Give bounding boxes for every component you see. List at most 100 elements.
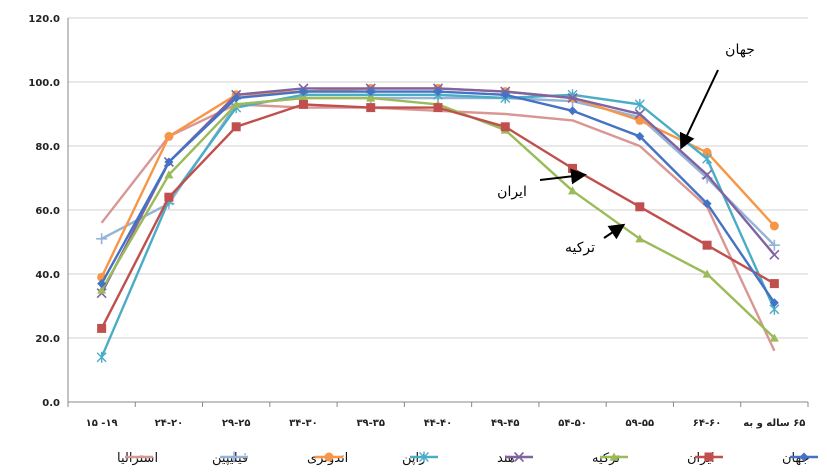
legend-item: استرالیا bbox=[117, 451, 158, 466]
legend-label: فیلیپین bbox=[212, 451, 248, 466]
data-point bbox=[96, 233, 108, 245]
x-tick-label: ۵۴-۵۰ bbox=[558, 418, 587, 429]
data-point bbox=[500, 122, 510, 132]
data-point bbox=[366, 93, 376, 102]
x-tick-label: ۲۴-۲۰ bbox=[155, 418, 184, 429]
data-point bbox=[609, 452, 619, 461]
grid bbox=[68, 17, 808, 339]
annotation-label: ایران bbox=[497, 184, 527, 200]
x-tick-label: ۴۴-۴۰ bbox=[424, 418, 453, 429]
data-point bbox=[228, 451, 240, 463]
legend-label: ژاپن bbox=[402, 451, 425, 466]
annotation-label: ترکیه bbox=[565, 240, 595, 256]
data-point bbox=[231, 93, 241, 103]
data-point bbox=[634, 98, 645, 110]
y-tick-label: 60.0 bbox=[35, 206, 60, 217]
data-point bbox=[231, 122, 241, 132]
data-point bbox=[634, 108, 645, 120]
legend-label: هند bbox=[497, 451, 515, 466]
data-point bbox=[635, 202, 645, 212]
x-tick-label: ۶۴-۶۰ bbox=[693, 418, 722, 429]
y-tick-label: 120.0 bbox=[28, 14, 60, 25]
data-point bbox=[769, 333, 779, 342]
x-tick-label: ۴۹-۴۵ bbox=[491, 418, 520, 429]
legend-label: استرالیا bbox=[117, 451, 158, 466]
data-point bbox=[702, 147, 712, 157]
data-point bbox=[704, 452, 714, 462]
data-point bbox=[568, 106, 578, 116]
series-اندونزی bbox=[97, 83, 779, 282]
data-point bbox=[568, 186, 578, 195]
x-tick-label: ۱۹- ۱۵ bbox=[86, 418, 118, 429]
y-tick-label: 80.0 bbox=[35, 142, 60, 153]
data-point bbox=[513, 451, 525, 463]
series-جهان bbox=[97, 87, 779, 308]
annotation-arrow bbox=[603, 223, 626, 240]
data-point bbox=[298, 99, 308, 109]
data-point bbox=[164, 192, 174, 202]
y-tick-label: 20.0 bbox=[35, 334, 60, 345]
data-point bbox=[164, 157, 174, 167]
data-point bbox=[97, 323, 107, 333]
data-point bbox=[635, 115, 645, 125]
series-line bbox=[100, 90, 776, 304]
data-point bbox=[324, 452, 334, 462]
series-line bbox=[100, 96, 776, 339]
series-استرالیا bbox=[100, 103, 776, 352]
x-tick-label: ۶۵ ساله و به bbox=[743, 418, 805, 429]
legend-item: جهان bbox=[782, 451, 818, 466]
axes: 0.0 20.0 40.0 60.0 80.0 100.0 120.0 ۱۹- ۱۵ ۲۴-۲۰… bbox=[28, 14, 809, 429]
x-tick-label: ۲۹-۲۵ bbox=[222, 418, 251, 429]
data-point bbox=[702, 169, 713, 180]
x-tick-label: ۵۹-۵۵ bbox=[626, 418, 655, 429]
series-line bbox=[100, 87, 776, 278]
data-point bbox=[97, 279, 107, 289]
y-tick-label: 40.0 bbox=[35, 270, 60, 281]
data-point bbox=[702, 269, 712, 278]
data-point bbox=[769, 221, 779, 231]
annotation-arrow bbox=[679, 69, 719, 150]
data-point bbox=[433, 103, 443, 113]
series-ایران bbox=[97, 99, 779, 333]
data-point bbox=[500, 90, 510, 100]
data-point bbox=[769, 298, 779, 308]
data-point bbox=[298, 93, 308, 102]
data-point bbox=[769, 249, 780, 260]
y-tick-label: 100.0 bbox=[28, 78, 60, 89]
series-هند bbox=[96, 83, 780, 299]
legend-item: ژاپن bbox=[402, 451, 438, 466]
data-point bbox=[702, 199, 712, 209]
y-tick-label: 0.0 bbox=[42, 398, 60, 409]
data-point bbox=[419, 451, 429, 463]
data-point bbox=[433, 87, 443, 97]
legend-item: ترکیه bbox=[592, 451, 628, 466]
legend-item: ایران bbox=[687, 451, 723, 466]
data-point bbox=[702, 240, 712, 250]
data-point bbox=[635, 234, 645, 243]
data-point bbox=[231, 99, 241, 108]
data-point bbox=[635, 131, 645, 141]
data-point bbox=[799, 452, 809, 462]
annotation-label: جهان bbox=[725, 42, 755, 58]
data-point bbox=[567, 92, 578, 104]
legend-item: اندونزی bbox=[307, 451, 348, 466]
data-point bbox=[769, 279, 779, 289]
data-point bbox=[366, 103, 376, 113]
data-point bbox=[702, 153, 713, 165]
legend: جهان ایران ترکیه هند ژاپن اندونزی فیلیپین استرا… bbox=[117, 451, 818, 466]
x-tick-label: ۳۹-۳۵ bbox=[356, 418, 385, 429]
data-point bbox=[96, 351, 107, 363]
legend-item: هند bbox=[497, 451, 533, 466]
data-point bbox=[164, 170, 174, 179]
data-point bbox=[298, 87, 308, 97]
annotations: جهان ایران ترکیه bbox=[497, 42, 755, 256]
annotation-arrow bbox=[539, 168, 587, 185]
x-tick-label: ۳۴-۳۰ bbox=[289, 418, 318, 429]
series-layer bbox=[96, 83, 780, 363]
data-point bbox=[97, 285, 107, 294]
legend-item: فیلیپین bbox=[212, 451, 248, 466]
data-point bbox=[568, 163, 578, 173]
data-point bbox=[768, 239, 780, 251]
